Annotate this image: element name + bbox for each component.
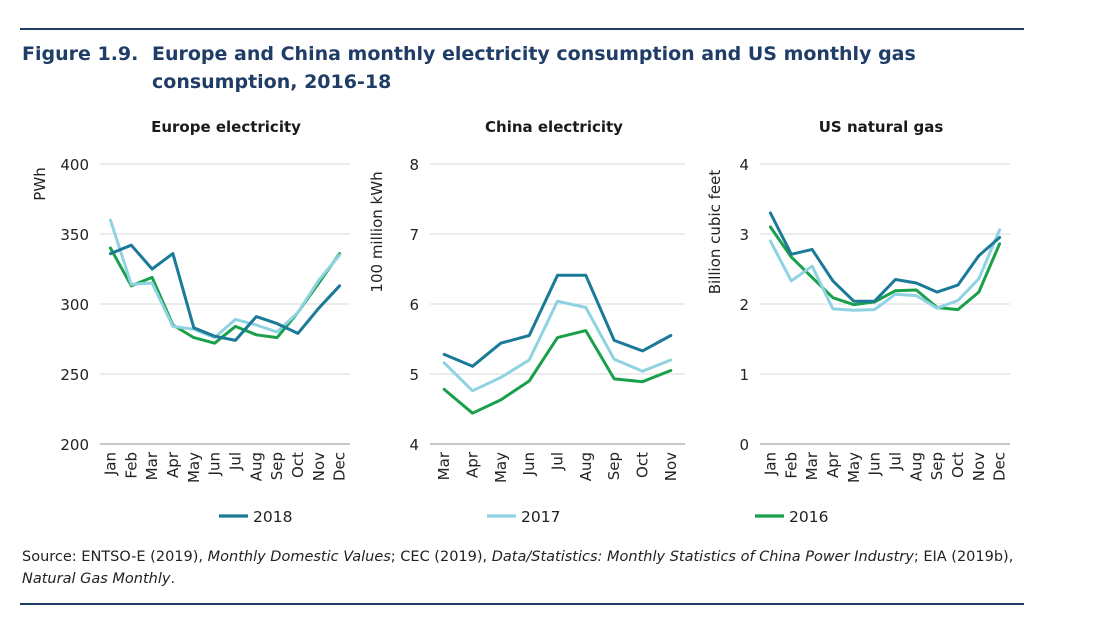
us-natural-gas-series-2017-line xyxy=(768,228,1002,312)
us-natural-gas-chart-title: US natural gas xyxy=(819,118,944,136)
europe-electricity-x-tick-label: Feb xyxy=(122,452,140,479)
china-electricity-x-tick-label: Jul xyxy=(549,452,567,471)
china-electricity-x-tick-label: Mar xyxy=(435,451,453,480)
europe-electricity-x-tick-label: Jan xyxy=(101,452,119,476)
us-natural-gas-x-tick-label: Jun xyxy=(866,452,884,476)
china-electricity-y-tick-label: 5 xyxy=(409,366,419,384)
europe-electricity-y-tick-label: 350 xyxy=(60,226,89,244)
us-natural-gas-y-tick-label: 3 xyxy=(739,226,749,244)
europe-electricity-x-tick-label: May xyxy=(185,452,203,483)
china-electricity-series-2016-line xyxy=(442,329,673,415)
source-mid-2: ; EIA (2019b), xyxy=(913,549,1014,565)
europe-electricity-x-tick-label: Mar xyxy=(143,451,161,480)
figure-number: Figure 1.9. xyxy=(22,43,139,65)
europe-electricity-chart-title: Europe electricity xyxy=(151,118,301,136)
china-electricity-chart-title: China electricity xyxy=(485,118,623,136)
europe-electricity-x-tick-label: Nov xyxy=(310,452,328,481)
europe-electricity-x-tick-label: Jul xyxy=(226,452,244,471)
europe-electricity-x-tick-label: Apr xyxy=(164,451,182,478)
us-natural-gas-y-tick-label: 2 xyxy=(739,296,749,314)
china-electricity-y-tick-label: 6 xyxy=(409,296,419,314)
source-title-2: Data/Statistics: Monthly Statistics of C… xyxy=(491,549,914,565)
us-natural-gas-x-tick-label: Mar xyxy=(803,451,821,480)
china-electricity-x-tick-label: Aug xyxy=(577,452,595,481)
china-electricity-x-tick-label: Nov xyxy=(662,452,680,481)
source-note: Source: ENTSO-E (2019), Monthly Domestic… xyxy=(22,546,1022,590)
source-suffix: . xyxy=(170,571,176,587)
us-natural-gas-x-tick-label: Sep xyxy=(928,452,946,480)
us-natural-gas-y-tick-label: 1 xyxy=(739,366,749,384)
china-electricity-y-tick-label: 8 xyxy=(409,156,419,174)
china-electricity-series-2017-line xyxy=(442,299,673,393)
us-natural-gas-x-tick-label: Dec xyxy=(991,452,1009,481)
source-title-1: Monthly Domestic Values xyxy=(207,549,391,565)
source-mid-1: ; CEC (2019), xyxy=(390,549,492,565)
china-electricity-x-tick-label: May xyxy=(492,452,510,483)
source-title-3: Natural Gas Monthly xyxy=(22,571,171,587)
us-natural-gas-x-tick-label: Nov xyxy=(970,452,988,481)
us-natural-gas-x-tick-label: Jan xyxy=(761,452,779,476)
europe-electricity-x-tick-label: Jun xyxy=(206,452,224,476)
us-natural-gas-y-tick-label: 4 xyxy=(739,156,749,174)
europe-electricity-y-axis-label: PWh xyxy=(31,167,49,200)
china-electricity-y-axis-label: 100 million kWh xyxy=(368,171,386,292)
us-natural-gas-y-tick-label: 0 xyxy=(739,436,749,454)
us-natural-gas-series-2018-line xyxy=(768,211,1002,303)
china-electricity-x-tick-label: Sep xyxy=(605,452,623,480)
china-electricity-x-tick-label: Oct xyxy=(634,452,652,478)
europe-electricity-x-tick-label: Dec xyxy=(331,452,349,481)
bottom-rule xyxy=(20,603,1024,605)
europe-electricity-x-tick-label: Aug xyxy=(247,452,265,481)
europe-electricity-y-tick-label: 400 xyxy=(60,156,89,174)
top-rule xyxy=(20,28,1024,30)
europe-electricity-x-tick-label: Sep xyxy=(268,452,286,480)
figure-title: Europe and China monthly electricity con… xyxy=(152,43,916,93)
us-natural-gas-series-2016-line xyxy=(768,225,1002,312)
us-natural-gas-x-tick-label: Jul xyxy=(886,452,904,471)
us-natural-gas-x-tick-label: Oct xyxy=(949,452,967,478)
china-electricity-y-tick-label: 4 xyxy=(409,436,419,454)
europe-electricity-y-tick-label: 300 xyxy=(60,296,89,314)
us-natural-gas-x-tick-label: Apr xyxy=(824,451,842,478)
china-electricity-x-tick-label: Apr xyxy=(464,451,482,478)
legend-label-2016: 2016 xyxy=(789,508,828,526)
source-prefix: Source: ENTSO-E (2019), xyxy=(22,549,208,565)
us-natural-gas-x-tick-label: Aug xyxy=(907,452,925,481)
europe-electricity-series-2018-line xyxy=(108,243,342,342)
europe-electricity-x-tick-label: Oct xyxy=(289,452,307,478)
china-electricity-x-tick-label: Jun xyxy=(520,452,538,476)
china-electricity-series-2018-line xyxy=(442,273,673,368)
china-electricity-y-tick-label: 7 xyxy=(409,226,419,244)
us-natural-gas-x-tick-label: May xyxy=(845,452,863,483)
europe-electricity-y-tick-label: 250 xyxy=(60,366,89,384)
legend-label-2017: 2017 xyxy=(521,508,560,526)
legend-label-2018: 2018 xyxy=(253,508,292,526)
europe-electricity-series-2017-line xyxy=(108,218,342,340)
europe-electricity-y-tick-label: 200 xyxy=(60,436,89,454)
us-natural-gas-y-axis-label: Billion cubic feet xyxy=(706,170,724,295)
us-natural-gas-x-tick-label: Feb xyxy=(782,452,800,479)
